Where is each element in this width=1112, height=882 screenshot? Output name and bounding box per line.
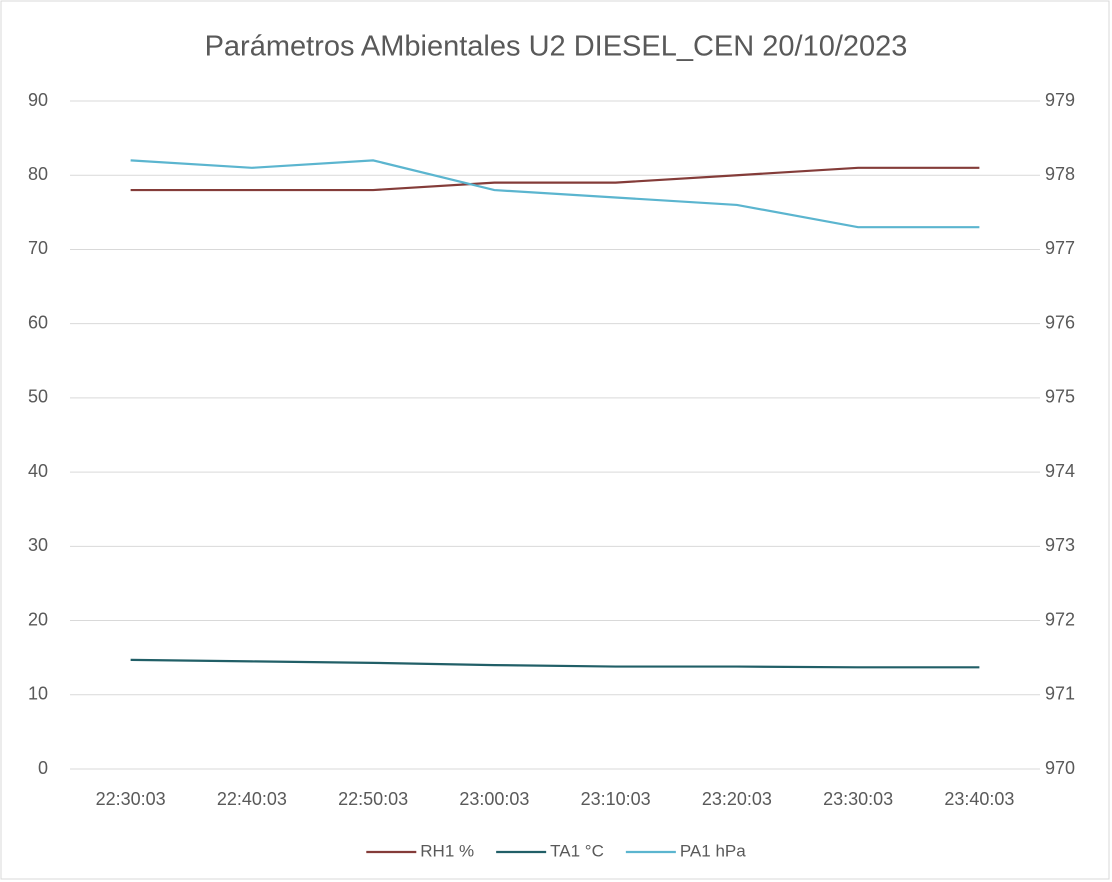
line-series [130,658,980,669]
x-tick-label: 23:40:03 [944,789,1014,809]
y2-tick-label: 978 [1045,164,1075,184]
legend-label: TA1 °C [550,841,604,860]
y-tick-label: 10 [28,684,48,704]
x-tick-label: 22:40:03 [217,789,287,809]
x-tick-label: 23:30:03 [823,789,893,809]
y2-tick-label: 973 [1045,535,1075,555]
legend-label: RH1 % [420,841,474,860]
y-tick-label: 80 [28,164,48,184]
x-tick-label: 23:10:03 [581,789,651,809]
y2-tick-label: 977 [1045,238,1075,258]
y-tick-label: 0 [38,758,48,778]
y2-tick-label: 975 [1045,387,1075,407]
y-tick-label: 60 [28,312,48,332]
line-series [130,166,980,192]
y2-tick-label: 972 [1045,609,1075,629]
y2-tick-label: 971 [1045,684,1075,704]
y-tick-label: 50 [28,387,48,407]
x-tick-label: 23:00:03 [459,789,529,809]
y-tick-label: 70 [28,238,48,258]
x-tick-label: 22:30:03 [96,789,166,809]
y2-tick-label: 979 [1045,90,1075,110]
y2-tick-label: 974 [1045,461,1075,481]
legend-label: PA1 hPa [680,841,746,860]
y-tick-label: 90 [28,90,48,110]
x-tick-label: 22:50:03 [338,789,408,809]
x-tick-label: 23:20:03 [702,789,772,809]
y-tick-label: 30 [28,535,48,555]
y-tick-label: 40 [28,461,48,481]
y-tick-label: 20 [28,609,48,629]
y2-tick-label: 976 [1045,312,1075,332]
y2-tick-label: 970 [1045,758,1075,778]
chart-title: Parámetros AMbientales U2 DIESEL_CEN 20/… [205,31,908,63]
line-series [130,159,980,229]
